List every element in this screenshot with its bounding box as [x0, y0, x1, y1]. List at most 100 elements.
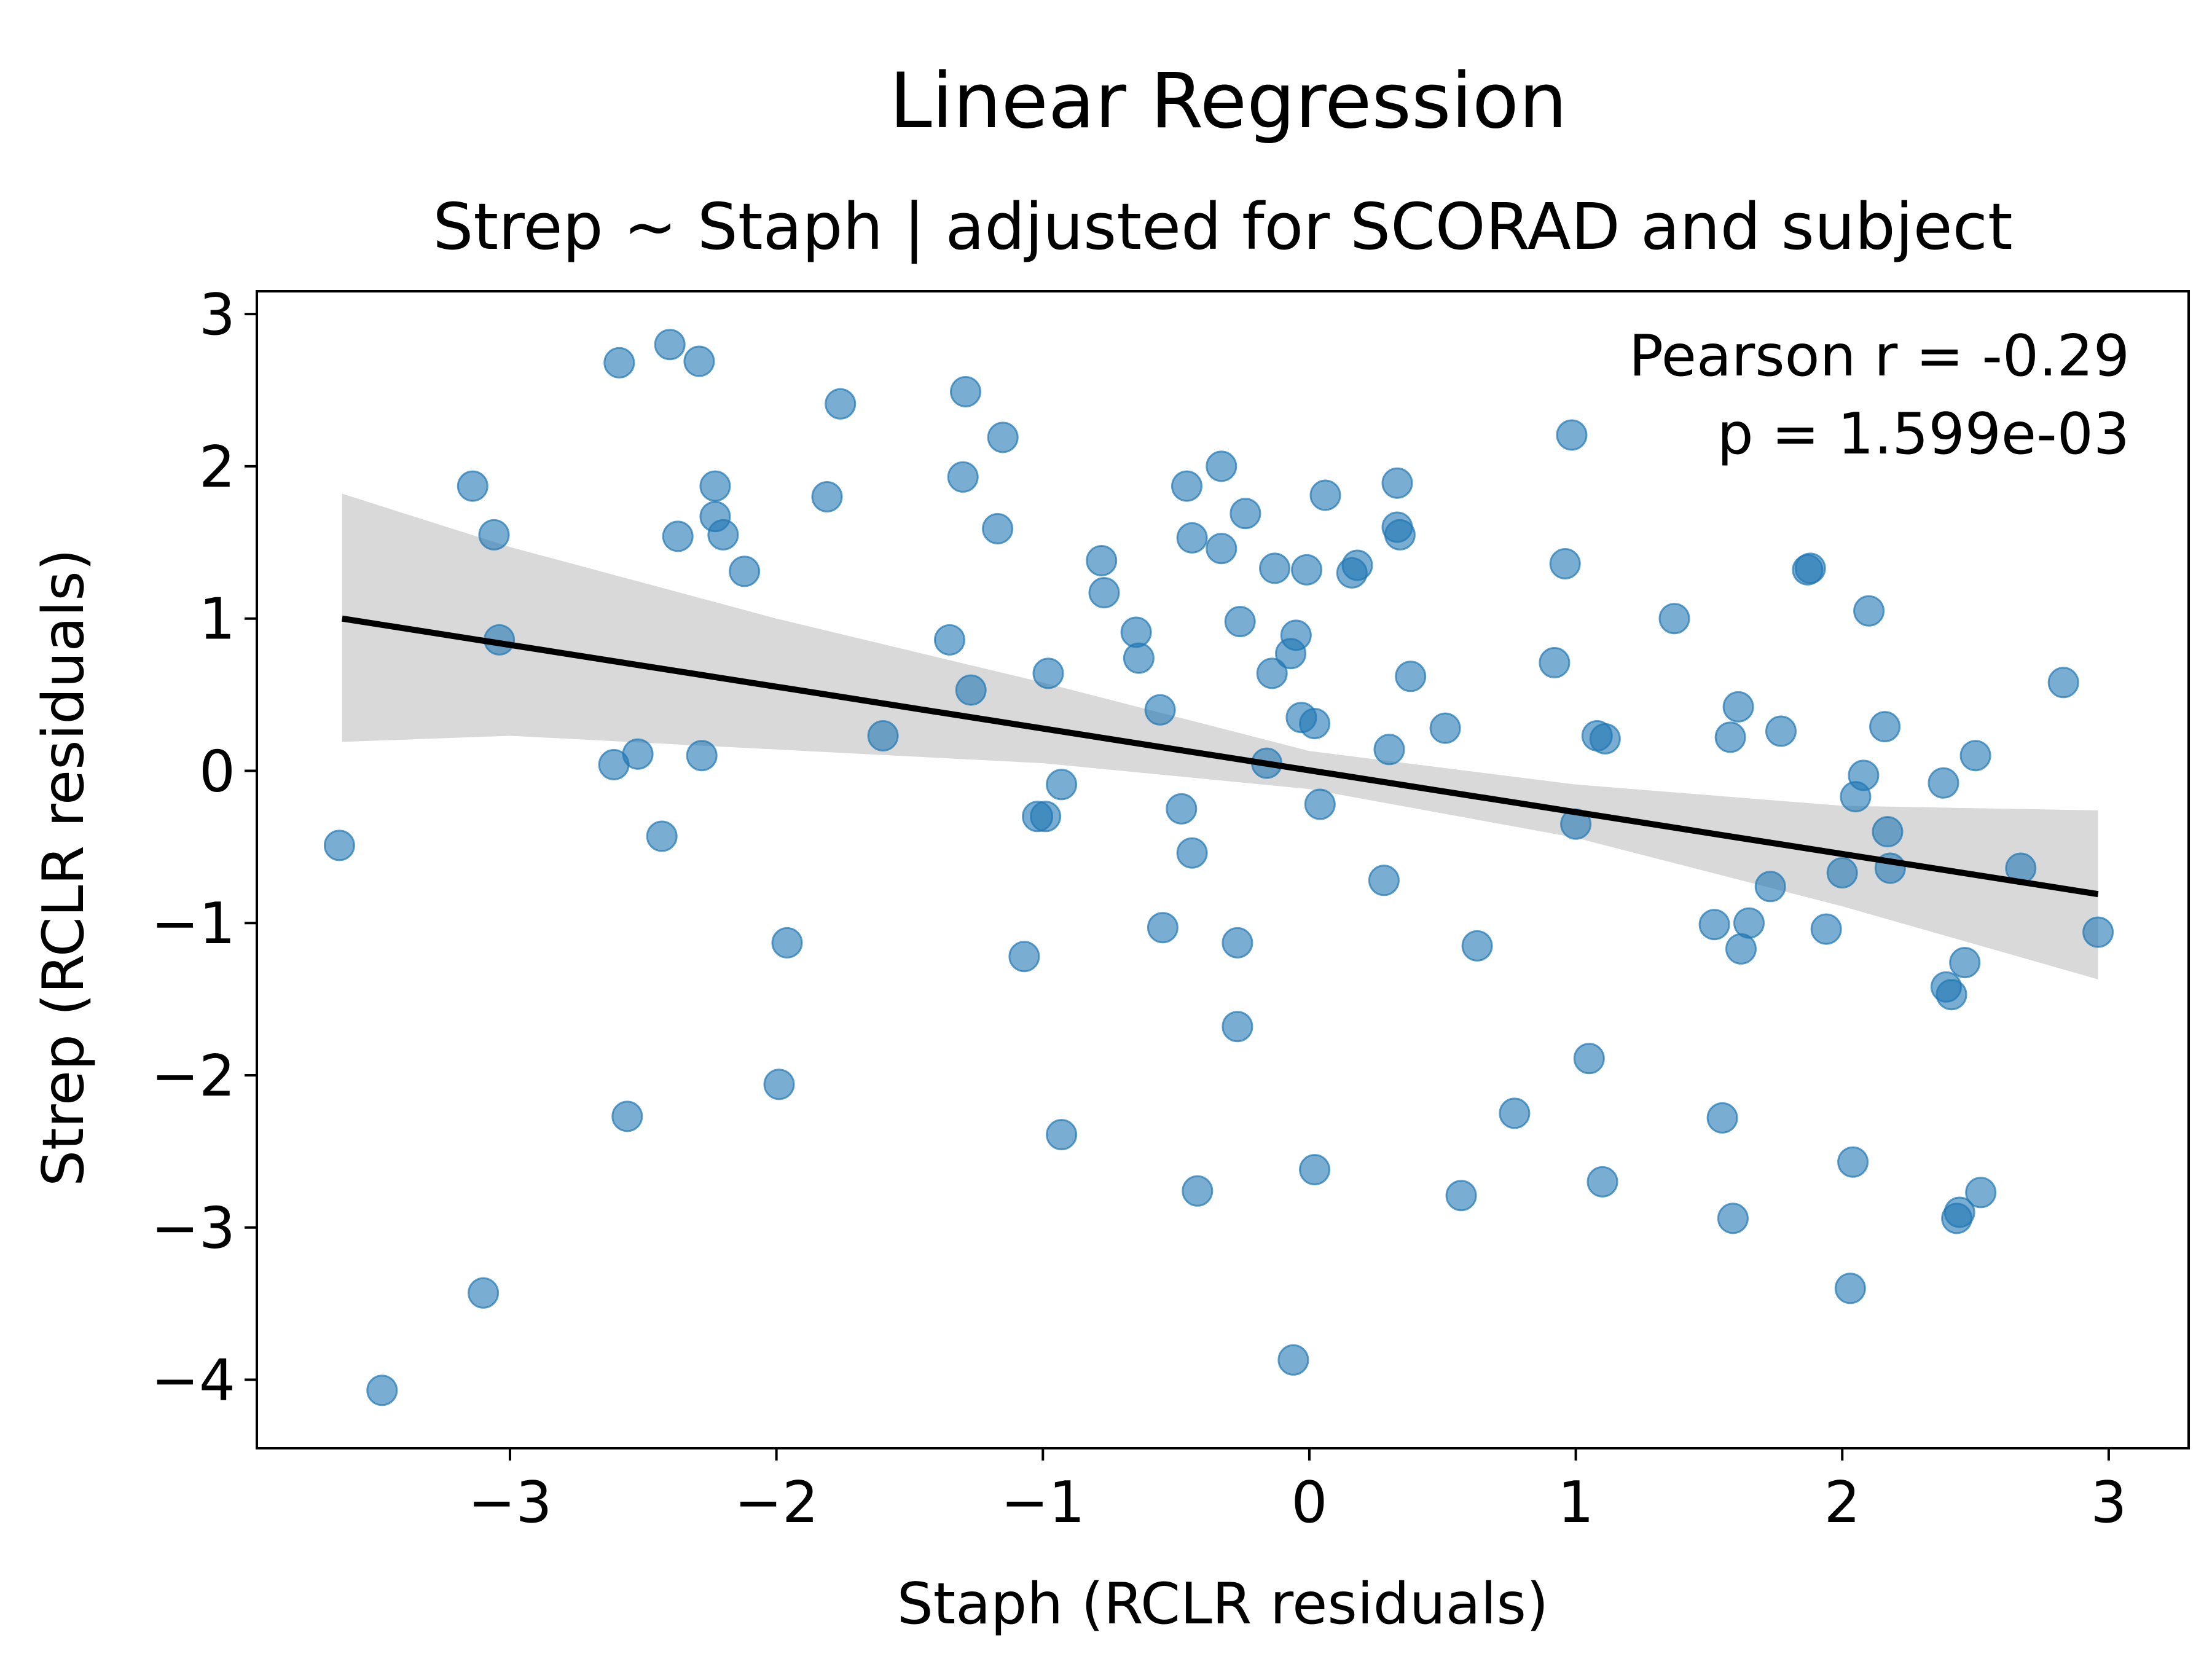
y-tick-label: 0	[199, 738, 235, 804]
y-tick-label: −3	[151, 1195, 235, 1261]
data-point	[1277, 1344, 1309, 1376]
data-point	[366, 1375, 398, 1406]
data-point	[1936, 979, 1967, 1011]
data-point	[1206, 450, 1237, 482]
data-point	[982, 513, 1014, 544]
legend: Pearson r = -0.29 p = 1.599e-03	[1556, 323, 2130, 467]
data-point	[654, 329, 686, 361]
data-point	[1230, 498, 1261, 530]
data-point	[1395, 661, 1427, 692]
chart-title: Linear Regression	[889, 57, 1567, 146]
data-point	[1714, 721, 1746, 753]
data-point	[763, 1069, 795, 1100]
data-point	[1573, 1043, 1605, 1075]
y-tick-label: 3	[199, 281, 235, 348]
data-point	[1182, 1175, 1214, 1207]
data-point	[323, 830, 355, 861]
data-point	[1461, 930, 1493, 962]
data-point	[1123, 642, 1155, 674]
data-point	[1658, 603, 1690, 635]
data-point	[1086, 545, 1118, 576]
data-point	[1722, 691, 1754, 723]
data-point	[934, 624, 965, 656]
data-point	[1549, 548, 1581, 579]
data-point	[811, 481, 843, 512]
data-point	[707, 519, 739, 551]
data-point	[457, 470, 488, 502]
data-point	[1120, 616, 1152, 648]
data-point	[1222, 1011, 1253, 1043]
data-point	[1259, 552, 1291, 584]
x-axis: −3 −2 −1 0 1 2 3	[468, 1448, 2127, 1535]
data-point	[683, 345, 715, 377]
data-point	[1144, 694, 1176, 726]
data-point	[1853, 595, 1885, 627]
data-point	[1959, 740, 1991, 772]
data-point	[1826, 857, 1858, 888]
data-point	[1589, 723, 1621, 755]
y-axis-label: Strep (RCLR residuals)	[30, 549, 96, 1186]
data-point	[1291, 554, 1323, 586]
data-point	[1733, 907, 1765, 939]
data-point	[1381, 467, 1413, 499]
plot-frame	[256, 290, 2190, 1449]
data-point	[955, 674, 987, 706]
data-point	[1304, 788, 1336, 820]
data-point	[1176, 837, 1208, 869]
legend-line-r: Pearson r = -0.29	[1629, 323, 2130, 389]
data-point	[1088, 577, 1120, 609]
data-point	[1336, 557, 1368, 589]
data-point	[1147, 912, 1179, 944]
x-tick-label: 1	[1558, 1469, 1594, 1535]
data-point	[1046, 1119, 1078, 1151]
data-point	[1928, 767, 1959, 799]
data-point	[1206, 533, 1237, 565]
data-point	[1698, 909, 1730, 941]
data-point	[1008, 941, 1040, 973]
data-point	[1965, 1177, 1997, 1209]
x-tick-label: −3	[468, 1469, 552, 1535]
data-point	[1869, 711, 1901, 743]
y-axis: 3 2 1 0 −1 −2 −3 −4	[151, 281, 257, 1414]
x-tick-label: 0	[1291, 1469, 1327, 1535]
x-tick-label: −1	[1001, 1469, 1085, 1535]
data-point	[1706, 1102, 1738, 1134]
data-point	[987, 422, 1019, 453]
x-tick-label: 3	[2090, 1469, 2127, 1535]
y-tick-label: −4	[151, 1347, 235, 1414]
data-point	[478, 519, 510, 551]
data-point	[1765, 715, 1797, 747]
data-point	[950, 376, 981, 407]
data-point	[1309, 479, 1341, 511]
data-point	[603, 347, 635, 378]
data-point	[686, 740, 718, 772]
data-point	[1837, 1146, 1869, 1178]
data-point	[1222, 927, 1253, 959]
y-tick-label: 1	[199, 586, 235, 653]
data-point	[1373, 734, 1405, 766]
data-point	[1176, 522, 1208, 554]
x-tick-label: 2	[1824, 1469, 1861, 1535]
data-point	[1794, 552, 1826, 584]
y-tick-label: −2	[151, 1043, 235, 1109]
data-point	[646, 820, 678, 852]
data-point	[1368, 865, 1400, 896]
data-point	[2047, 667, 2079, 699]
chart-subtitle: Strep ~ Staph | adjusted for SCORAD and …	[433, 189, 2012, 264]
data-point	[1539, 647, 1571, 678]
data-point	[1754, 871, 1786, 903]
data-point	[771, 927, 803, 959]
data-point	[1384, 519, 1416, 551]
data-point	[468, 1277, 500, 1309]
data-point	[825, 388, 857, 420]
data-point	[729, 555, 761, 587]
data-point	[611, 1100, 643, 1132]
data-point	[867, 720, 899, 751]
data-point	[1046, 769, 1078, 801]
y-tick-label: 2	[199, 434, 235, 500]
data-point	[699, 470, 731, 502]
data-point	[622, 738, 654, 770]
data-point	[1032, 657, 1064, 689]
data-point	[1949, 947, 1981, 979]
x-axis-label: Staph (RCLR residuals)	[897, 1571, 1548, 1637]
